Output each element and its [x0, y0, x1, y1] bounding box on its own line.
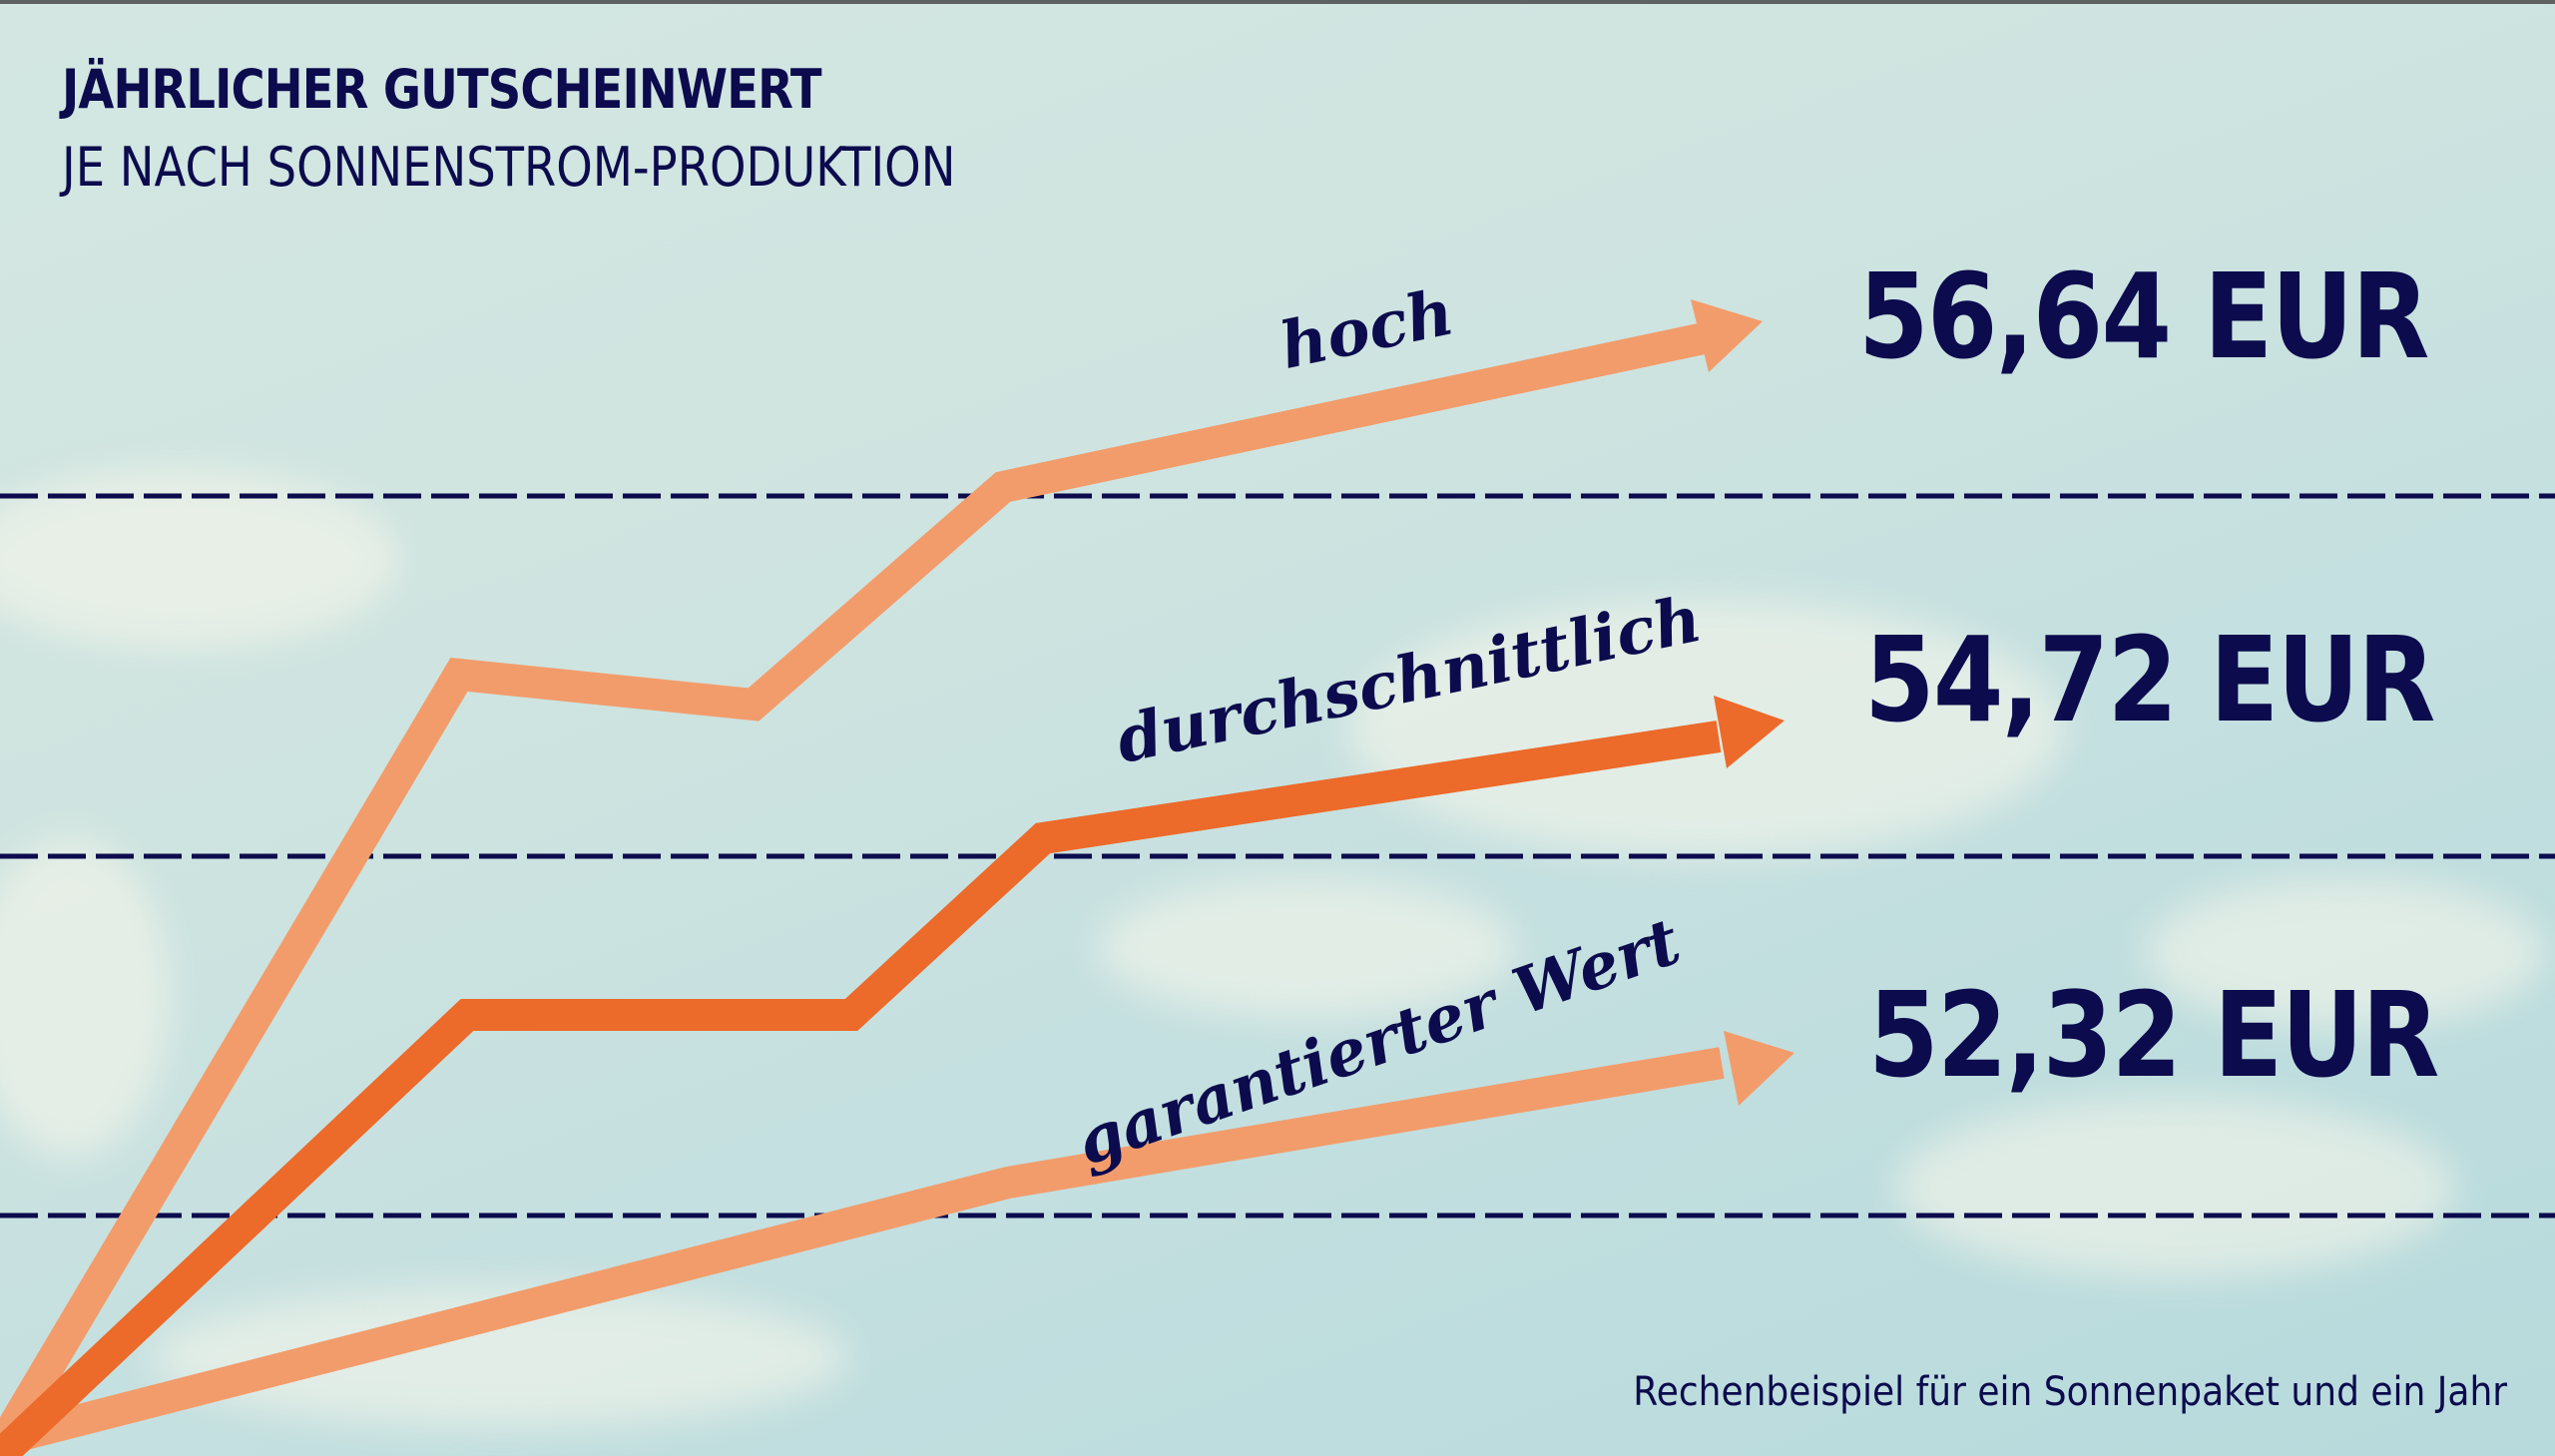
cloud — [0, 469, 399, 649]
footnote: Rechenbeispiel für ein Sonnenpaket und e… — [1633, 1369, 2507, 1415]
series-garantiert-arrow — [0, 1031, 1794, 1456]
cloud — [0, 838, 170, 1158]
chart-title: JÄHRLICHER GUTSCHEINWERT — [62, 58, 822, 121]
top-border — [0, 0, 2555, 4]
value-durchschnittlich: 54,72 EUR — [1864, 611, 2435, 748]
value-hoch: 56,64 EUR — [1858, 247, 2429, 385]
value-garantiert: 52,32 EUR — [1868, 966, 2439, 1104]
series-hoch-arrow — [0, 299, 1763, 1456]
chart-subtitle: JE NACH SONNENSTROM-PRODUKTION — [62, 136, 956, 199]
cloud — [2146, 878, 2545, 1028]
cloud — [1098, 878, 1517, 1018]
series-durchschnittlich-arrow — [0, 696, 1785, 1456]
cloud — [1896, 1098, 2455, 1277]
